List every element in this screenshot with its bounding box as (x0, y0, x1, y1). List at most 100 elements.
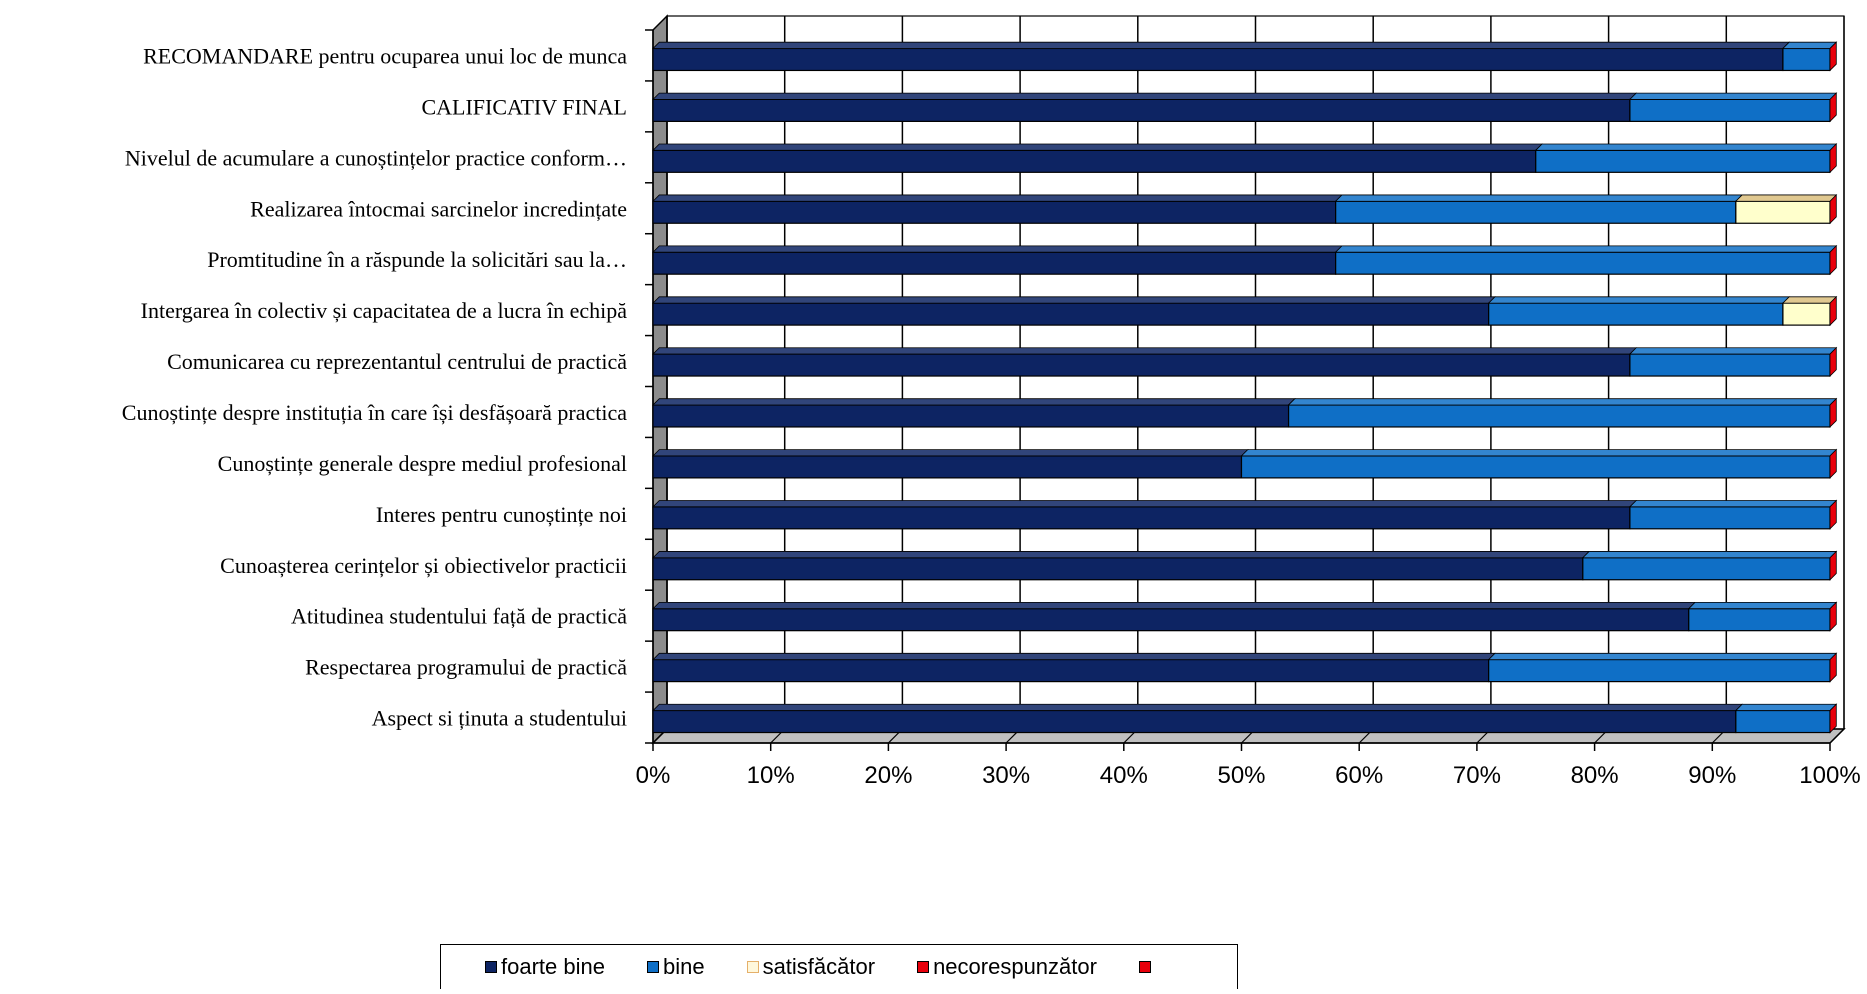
bar-end-cap (1829, 448, 1837, 479)
x-floor-line (1829, 728, 1845, 744)
bar-end-cap (1829, 652, 1837, 683)
legend-item: necorespunzător (917, 954, 1097, 980)
bar-segment (652, 404, 1290, 428)
bar-segment-top (1487, 296, 1791, 304)
bar-segment-top (1287, 398, 1838, 406)
bar-segment-top (652, 500, 1638, 508)
category-label: Cunoașterea cerințelor și obiectivelor p… (220, 553, 627, 578)
bar-segment-top (652, 398, 1296, 406)
bar-end-cap (1829, 193, 1837, 225)
bar-segment (652, 608, 1690, 632)
chart-legend: foarte bine bine satisfăcător necorespunzăt… (440, 944, 1238, 989)
bar-segment (652, 98, 1631, 122)
x-tick-label: 40% (1100, 762, 1148, 789)
bar-segment-top (1628, 92, 1838, 100)
bar-segment (1629, 353, 1831, 377)
bar-end-cap (1829, 397, 1837, 428)
category-label: Cunoștințe despre instituția în care își… (122, 400, 627, 425)
bar-end-cap (1829, 295, 1837, 327)
bar-segment-top (1487, 652, 1838, 661)
legend-label: bine (662, 954, 705, 979)
bar-segment (1629, 506, 1831, 530)
side-wall (652, 14, 668, 745)
bar-segment-top (1734, 703, 1838, 711)
category-label: Aspect si ținuta a studentului (372, 706, 627, 731)
legend-swatch (917, 961, 930, 973)
bar-segment-top (652, 194, 1343, 202)
bar-segment (1782, 302, 1831, 326)
category-label: Promtitudine în a răspunde la solicitări… (207, 247, 627, 272)
bar-segment-top (652, 703, 1744, 711)
bar-end-cap (1829, 703, 1837, 734)
x-tick-label: 90% (1688, 762, 1736, 789)
bar-segment (652, 149, 1537, 173)
bar-segment (1735, 709, 1831, 734)
bar-segment-top (652, 551, 1591, 559)
bar-end-cap (1829, 41, 1837, 72)
x-tick-label: 100% (1799, 762, 1860, 789)
bar-end-cap (1829, 550, 1837, 581)
bar-segment (1782, 47, 1831, 72)
bar-end-cap (1829, 92, 1837, 123)
bar-segment-top (1628, 347, 1838, 355)
category-label: Comunicarea cu reprezentantul centrului … (167, 349, 627, 374)
bar-end-cap (1829, 244, 1837, 276)
bar-segment (1688, 608, 1831, 632)
bar-segment (1488, 659, 1831, 683)
bar-segment-top (1240, 449, 1838, 457)
bar-segment (1488, 302, 1784, 326)
legend-item: foarte bine (485, 954, 605, 980)
bar-segment (652, 659, 1490, 683)
x-tick-label: 30% (982, 762, 1030, 789)
bar-end-cap (1829, 346, 1837, 378)
legend-item (1138, 961, 1155, 973)
bar-segment-top (1781, 41, 1838, 49)
bar-segment-top (652, 652, 1496, 661)
bar-segment (652, 251, 1337, 275)
bar-segment (652, 506, 1631, 530)
x-tick-label: 20% (864, 762, 912, 789)
x-tick-label: 70% (1453, 762, 1501, 789)
category-label: CALIFICATIV FINAL (421, 94, 627, 119)
bar-segment-top (652, 143, 1544, 151)
bar-segment (652, 47, 1784, 72)
x-tick-label: 60% (1335, 762, 1383, 789)
category-label: Interes pentru cunoștințe noi (376, 502, 627, 527)
bar-segment-top (652, 245, 1343, 253)
legend-item: bine (646, 954, 705, 980)
legend-label: foarte bine (501, 954, 605, 979)
bar-segment (1629, 98, 1831, 122)
bar-segment-top (652, 92, 1638, 100)
category-label: Nivelul de acumulare a cunoștințelor pra… (125, 145, 627, 170)
bar-segment (1287, 404, 1831, 428)
bar-end-cap (1829, 143, 1837, 174)
legend-swatch (646, 961, 659, 973)
bar-segment-top (1781, 296, 1838, 304)
bar-segment (1240, 455, 1831, 479)
legend-swatch (485, 961, 497, 973)
bar-segment-top (652, 449, 1249, 457)
bar-segment-top (1628, 500, 1838, 508)
bar-segment-top (1534, 143, 1838, 151)
category-label: Intergarea în colectiv și capacitatea de… (141, 298, 628, 323)
x-tick-label: 50% (1217, 762, 1265, 789)
bar-segment (1735, 200, 1831, 224)
bar-segment (652, 455, 1243, 479)
bar-segment (1582, 557, 1831, 581)
category-label: Realizarea întocmai sarcinelor incredinț… (250, 196, 627, 221)
bar-segment-top (1687, 601, 1838, 610)
category-label: Atitudinea studentului față de practică (291, 604, 627, 629)
bar-segment-top (1334, 194, 1744, 202)
bar-segment (652, 557, 1584, 581)
bar-segment (1535, 149, 1831, 173)
legend-item: satisfăcător (746, 954, 876, 980)
x-tick-label: 10% (747, 762, 795, 789)
bar-segment-top (1334, 245, 1838, 253)
x-tick-label: 80% (1571, 762, 1619, 789)
legend-label: necorespunzător (933, 954, 1097, 979)
legend-swatch (746, 961, 759, 973)
legend-label: satisfăcător (762, 954, 876, 979)
category-label: Respectarea programului de practică (305, 655, 627, 680)
